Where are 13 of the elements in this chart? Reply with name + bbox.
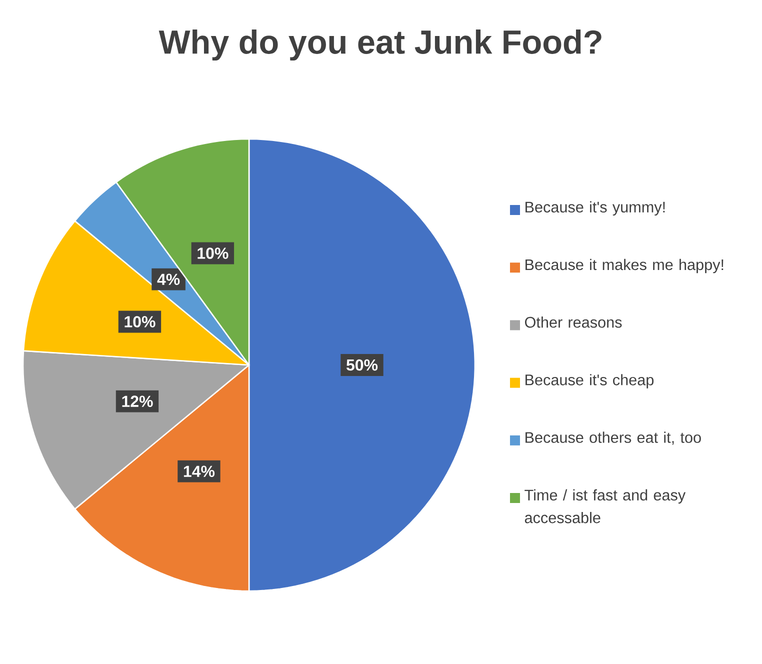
chart-title: Why do you eat Junk Food? [158,29,602,61]
legend-label: Because others eat it, too [526,432,701,445]
legend-label: Time / ist fast and easy accessable [524,489,686,524]
legend-label: Because it's cheap [526,374,654,388]
data-label: 10% [124,316,156,328]
legend-label: Because it's yummy! [526,201,665,216]
data-label: 14% [184,466,215,477]
data-label: 4% [157,274,180,285]
data-label: 12% [122,396,153,407]
legend-label: Because it makes me happy! [526,258,724,274]
data-label: 10% [198,248,228,259]
data-label: 50% [346,359,378,371]
legend-label: Other reasons [525,316,622,328]
